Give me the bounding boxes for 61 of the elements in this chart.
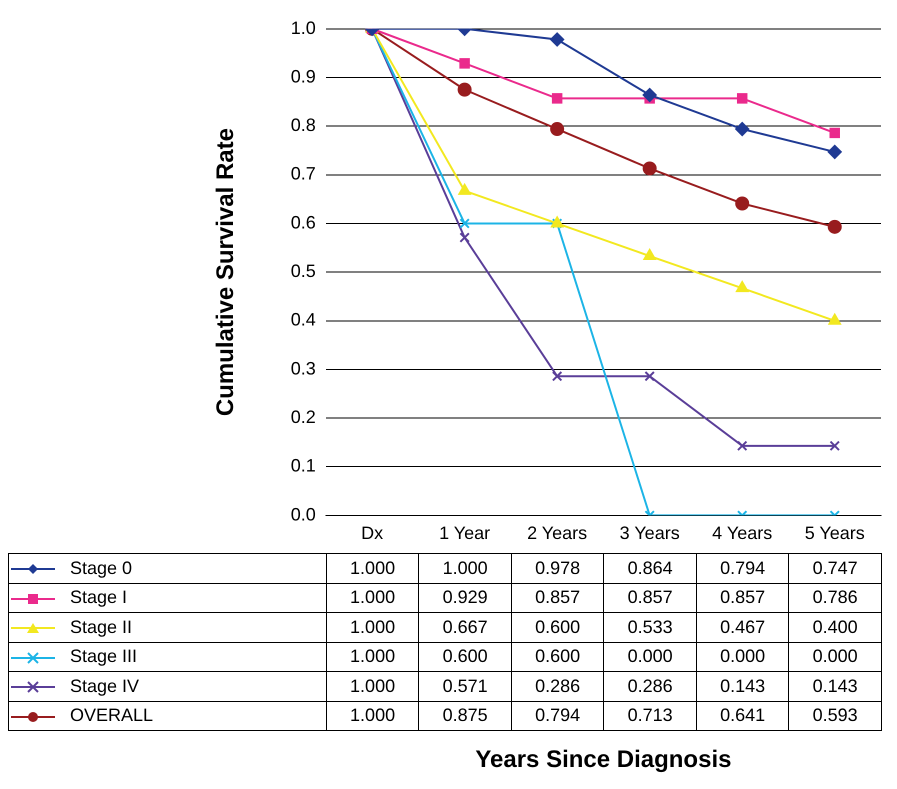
legend-label: Stage 0 (70, 558, 132, 578)
y-tick-label: 1.0 (290, 18, 316, 38)
y-tick-label: 0.4 (290, 310, 316, 330)
y-tick-label: 0.3 (290, 358, 316, 378)
data-label: 0.400 (788, 612, 882, 642)
y-tick-label: 0.6 (290, 212, 316, 232)
data-label: 0.571 (418, 672, 512, 701)
legend-label: Stage IV (70, 676, 140, 696)
data-label: 0.929 (418, 583, 512, 612)
data-label: 0.143 (788, 672, 882, 701)
y-tick-label: 0.5 (290, 261, 316, 282)
y-axis-title: Cumulative Survival Rate (212, 128, 240, 416)
x-tick-label: Dx (361, 523, 384, 544)
x-tick-label: 5 Years (804, 523, 865, 544)
data-label: 1.000 (326, 583, 419, 612)
x-tick-label: 1 Year (439, 523, 490, 544)
y-tick-label: 0.2 (290, 407, 316, 428)
data-label: 0.143 (696, 672, 789, 701)
data-label: 1.000 (326, 701, 419, 730)
data-label: 0.713 (604, 701, 696, 730)
data-label: 0.467 (696, 612, 789, 642)
data-label: 0.593 (788, 701, 882, 730)
data-label: 0.864 (604, 554, 696, 583)
data-label: 0.786 (788, 583, 882, 612)
data-label: 0.000 (696, 642, 789, 672)
data-label: 0.794 (696, 554, 789, 583)
data-label: 0.667 (418, 612, 512, 642)
data-label: 1.000 (418, 554, 512, 583)
text: Years Since Diagnosis (474, 746, 732, 774)
data-label: 0.857 (511, 583, 604, 612)
legend-label: Stage I (70, 587, 128, 608)
data-label: 1.000 (326, 554, 419, 583)
y-tick-label: 0.7 (290, 164, 316, 184)
legend-label: Stage II (70, 616, 132, 637)
data-label: 0.794 (511, 701, 604, 730)
data-label: 0.978 (511, 554, 604, 583)
data-label: 0.747 (788, 554, 882, 583)
data-label: 0.533 (604, 612, 696, 642)
data-label: 0.857 (604, 583, 696, 612)
data-label: 0.286 (511, 672, 604, 701)
legend-label: OVERALL (70, 705, 154, 726)
data-label: 0.000 (604, 642, 696, 672)
y-tick-label: 0.1 (290, 456, 316, 476)
data-label: 0.600 (511, 612, 604, 642)
data-label: 0.286 (604, 672, 696, 701)
data-label: 0.600 (511, 642, 604, 672)
data-label: 0.875 (418, 701, 512, 730)
legend-label: Stage III (70, 646, 138, 666)
y-tick-label: 0.8 (290, 115, 316, 136)
data-label: 0.857 (696, 583, 789, 612)
data-label: 0.600 (418, 642, 512, 672)
y-tick-label: 0.9 (290, 66, 316, 86)
data-label: 1.000 (326, 612, 419, 642)
data-label: 1.000 (326, 672, 419, 701)
data-label: 1.000 (326, 642, 419, 672)
x-tick-label: 4 Years (712, 523, 772, 544)
y-tick-label: 0.0 (290, 504, 316, 524)
data-label: 0.641 (696, 701, 789, 730)
data-label: 0.000 (788, 642, 882, 672)
x-tick-label: 3 Years (620, 523, 680, 544)
x-tick-label: 2 Years (527, 523, 588, 544)
